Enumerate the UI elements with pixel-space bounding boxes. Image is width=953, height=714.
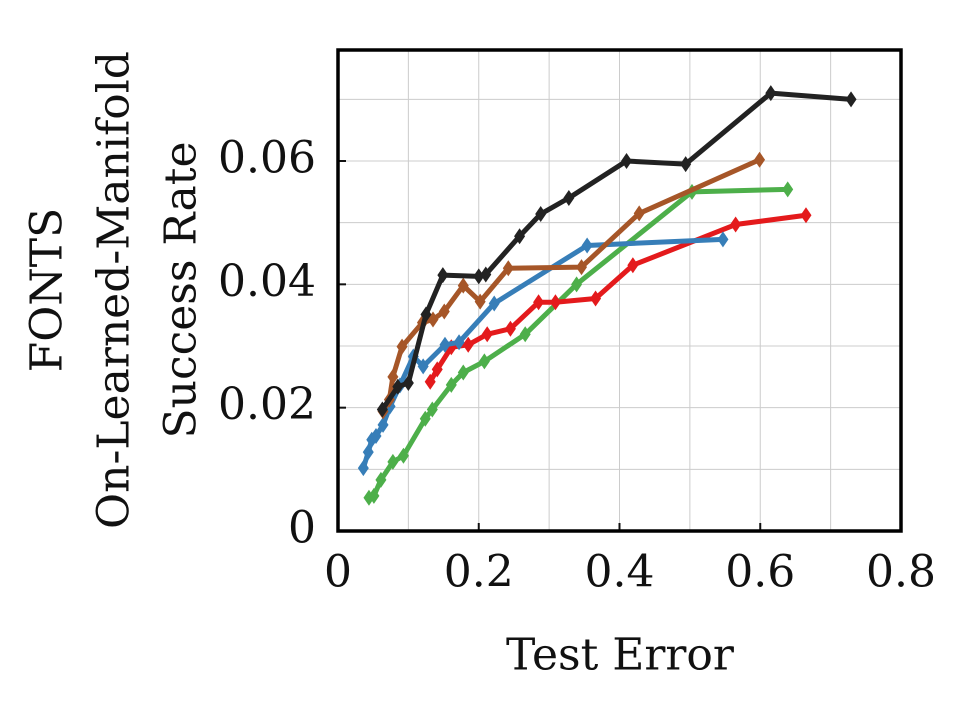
marker <box>375 471 387 488</box>
marker <box>462 336 474 353</box>
marker <box>845 91 857 108</box>
y-tick-label: 0.06 <box>218 133 316 184</box>
marker <box>402 375 414 391</box>
marker <box>426 401 438 418</box>
marker <box>437 267 449 284</box>
y-axis-label: On-Learned-Manifold <box>89 51 140 529</box>
y-tick-label: 0.02 <box>218 379 316 430</box>
marker <box>387 368 399 385</box>
marker <box>457 364 469 381</box>
marker <box>633 205 645 222</box>
marker <box>481 326 493 343</box>
marker <box>581 237 593 254</box>
marker <box>453 334 465 351</box>
marker <box>754 151 766 168</box>
marker <box>480 266 492 283</box>
marker <box>376 401 388 418</box>
y-tick-label: 0 <box>288 503 316 554</box>
marker <box>439 336 451 353</box>
marker <box>765 85 777 102</box>
y-axis-label: FONTS <box>22 208 73 373</box>
marker <box>457 277 469 294</box>
marker <box>571 276 583 293</box>
marker <box>549 294 561 311</box>
marker <box>717 231 729 248</box>
marker <box>387 453 399 470</box>
marker <box>800 207 812 224</box>
marker <box>397 447 409 464</box>
marker <box>424 373 436 390</box>
marker <box>535 206 547 223</box>
x-tick-label: 0.8 <box>866 547 936 598</box>
marker <box>504 320 516 337</box>
marker <box>357 460 369 477</box>
marker <box>627 257 639 274</box>
x-tick-label: 0.2 <box>444 547 514 598</box>
marker <box>590 290 602 307</box>
marker <box>362 444 374 461</box>
marker <box>502 260 514 277</box>
marker <box>563 190 575 206</box>
marker <box>621 153 633 169</box>
marker <box>680 156 692 173</box>
marker <box>473 268 485 285</box>
marker <box>730 216 742 233</box>
marker <box>514 228 526 245</box>
marker <box>417 358 429 375</box>
marker <box>519 326 531 343</box>
marker <box>396 338 408 355</box>
marker <box>431 361 443 378</box>
marker <box>488 295 500 312</box>
marker <box>782 181 794 198</box>
marker <box>420 306 432 323</box>
marker <box>533 294 545 311</box>
marker <box>474 293 486 310</box>
marker <box>478 353 490 370</box>
marker <box>419 410 431 427</box>
x-axis-label: Test Error <box>506 630 735 681</box>
marker <box>392 378 404 395</box>
marker <box>370 428 382 445</box>
marker <box>575 259 587 276</box>
series-line <box>380 90 852 411</box>
x-tick-label: 0.4 <box>585 547 655 598</box>
marker <box>438 303 450 320</box>
marker <box>377 416 389 433</box>
marker <box>368 487 380 504</box>
y-axis-label: Success Rate <box>156 141 207 438</box>
y-tick-label: 0.04 <box>218 256 316 307</box>
plot-frame <box>336 48 903 533</box>
marker <box>445 376 457 393</box>
x-tick-label: 0 <box>324 547 352 598</box>
x-tick-label: 0.6 <box>725 547 795 598</box>
